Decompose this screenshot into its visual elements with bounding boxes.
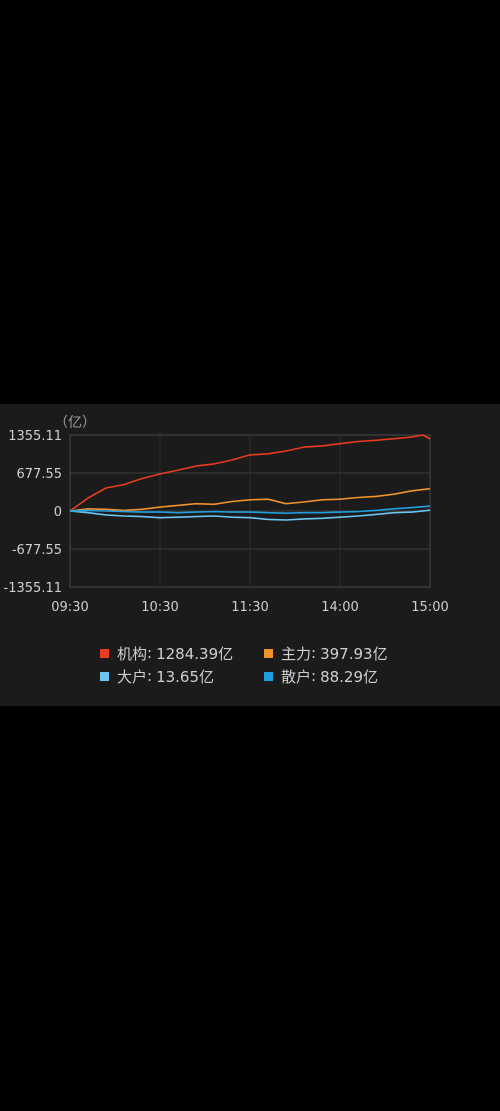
legend-value-retail: 88.29亿 (320, 667, 379, 686)
legend-swatch-retail (264, 671, 273, 681)
series-line-1 (69, 487, 431, 512)
legend-name-institution: 机构 (117, 644, 148, 663)
legend-swatch-main-force (264, 648, 273, 658)
legend-swatch-large-holder (100, 671, 109, 681)
series-line-2 (69, 509, 431, 521)
legend-name-main-force: 主力 (281, 644, 312, 663)
series-line-3 (69, 505, 431, 514)
legend-value-institution: 1284.39亿 (156, 644, 234, 663)
series-line-0 (69, 434, 431, 512)
fund-flow-chart-card: 1355.11 677.55 0 -677.55 -1355.11 09:30 10:30 1… (0, 404, 500, 706)
legend-item-institution: 机构: 1284.39亿 (100, 642, 233, 664)
legend-name-large-holder: 大户 (117, 667, 148, 686)
legend-item-main-force: 主力: 397.93亿 (264, 642, 388, 664)
chart-legend: 机构: 1284.39亿 主力: 397.93亿 大户: 13.65亿 散户: … (0, 642, 500, 692)
fund-flow-chart: 1355.11 677.55 0 -677.55 -1355.11 09:30 10:30 1… (4, 429, 449, 615)
x-tick-label: 11:30 (231, 600, 268, 615)
legend-swatch-institution (100, 648, 109, 658)
y-tick-label: 677.55 (17, 467, 63, 482)
legend-value-main-force: 397.93亿 (320, 644, 388, 663)
y-tick-label: -677.55 (12, 543, 62, 558)
legend-name-retail: 散户 (281, 667, 312, 686)
x-tick-label: 14:00 (321, 600, 358, 615)
y-tick-label: 1355.11 (8, 429, 62, 444)
x-tick-label: 10:30 (141, 600, 178, 615)
y-tick-label: 0 (54, 505, 62, 520)
legend-value-large-holder: 13.65亿 (156, 667, 215, 686)
y-tick-label: -1355.11 (4, 581, 62, 596)
y-axis-unit-label: （亿） (54, 415, 96, 431)
x-tick-label: 15:00 (411, 600, 448, 615)
x-tick-label: 09:30 (51, 600, 88, 615)
legend-item-large-holder: 大户: 13.65亿 (100, 665, 214, 687)
legend-item-retail: 散户: 88.29亿 (264, 665, 378, 687)
